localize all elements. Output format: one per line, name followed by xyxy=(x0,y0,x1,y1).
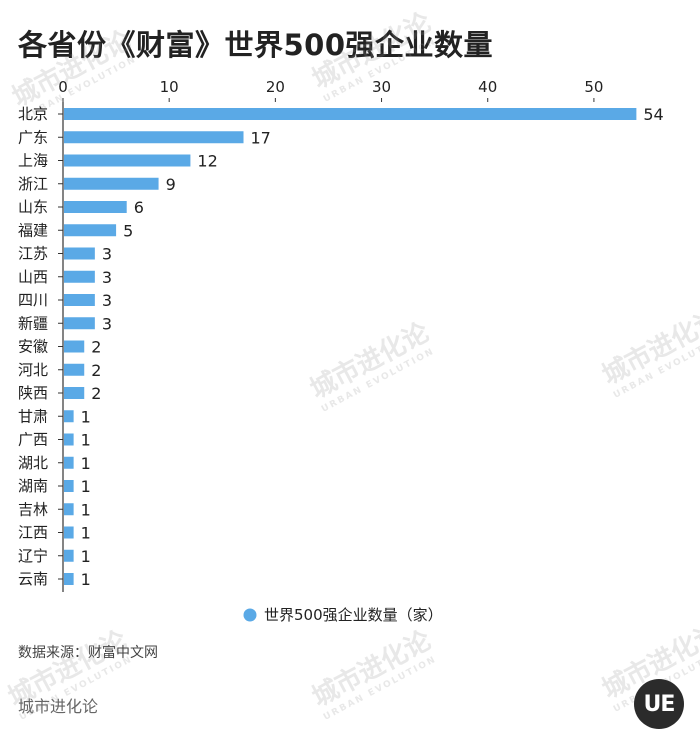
y-tick-label: 广东 xyxy=(18,128,48,146)
data-label: 54 xyxy=(643,105,663,124)
y-tick-label: 山西 xyxy=(18,268,48,286)
x-tick-label: 10 xyxy=(160,78,179,96)
bar xyxy=(64,247,95,260)
data-label: 3 xyxy=(102,314,112,333)
y-tick-label: 云南 xyxy=(18,570,48,588)
data-label: 2 xyxy=(91,338,101,357)
bar xyxy=(64,317,95,330)
bar xyxy=(64,573,74,585)
bar xyxy=(64,154,191,167)
data-source: 数据来源：财富中文网 xyxy=(18,645,158,661)
bar xyxy=(64,549,74,562)
x-tick-label: 20 xyxy=(266,78,285,96)
data-label: 17 xyxy=(251,128,271,147)
brand-logo: UE xyxy=(634,679,684,729)
data-label: 1 xyxy=(81,547,91,566)
bar xyxy=(64,224,117,237)
y-tick-label: 甘肃 xyxy=(18,407,48,425)
bar xyxy=(64,503,74,516)
bar xyxy=(64,433,74,446)
y-tick-label: 山东 xyxy=(18,198,48,216)
legend-marker xyxy=(243,608,257,622)
legend-label: 世界500强企业数量（家） xyxy=(264,606,443,624)
bar xyxy=(64,363,85,376)
bar xyxy=(64,201,127,213)
x-tick-label: 50 xyxy=(584,78,603,96)
bar xyxy=(64,456,74,469)
data-label: 1 xyxy=(81,431,91,450)
data-label: 3 xyxy=(102,291,112,310)
data-label: 3 xyxy=(102,268,112,287)
data-label: 5 xyxy=(123,221,133,240)
data-label: 1 xyxy=(81,454,91,473)
bar xyxy=(64,294,95,306)
bar xyxy=(64,480,74,492)
x-tick-label: 30 xyxy=(372,78,391,96)
bar xyxy=(64,177,159,190)
bar xyxy=(64,410,74,423)
data-label: 12 xyxy=(197,152,217,171)
data-label: 1 xyxy=(81,477,91,496)
y-tick-label: 四川 xyxy=(18,291,48,309)
y-tick-label: 上海 xyxy=(18,152,48,170)
data-label: 1 xyxy=(81,500,91,519)
chart-title: 各省份《财富》世界500强企业数量 xyxy=(18,28,494,62)
y-tick-label: 江西 xyxy=(18,524,48,542)
data-label: 2 xyxy=(91,384,101,403)
y-tick-label: 浙江 xyxy=(18,175,48,193)
bar xyxy=(64,270,95,283)
y-tick-label: 江苏 xyxy=(18,245,48,263)
data-label: 1 xyxy=(81,570,91,589)
y-tick-label: 北京 xyxy=(18,105,48,123)
y-tick-label: 河北 xyxy=(18,361,48,379)
data-label: 1 xyxy=(81,407,91,426)
bar xyxy=(64,131,244,144)
data-label: 2 xyxy=(91,361,101,380)
data-label: 9 xyxy=(166,175,176,194)
y-tick-label: 安徽 xyxy=(18,338,48,356)
data-label: 1 xyxy=(81,524,91,543)
x-tick-label: 40 xyxy=(478,78,497,96)
y-tick-label: 湖南 xyxy=(18,477,48,495)
bar xyxy=(64,526,74,539)
y-tick-label: 新疆 xyxy=(18,314,48,332)
brand-name: 城市进化论 xyxy=(18,697,99,716)
data-label: 3 xyxy=(102,245,112,264)
y-tick-label: 吉林 xyxy=(18,500,48,518)
bar xyxy=(64,387,85,399)
y-tick-label: 福建 xyxy=(18,221,48,239)
y-tick-label: 湖北 xyxy=(18,454,48,472)
bar xyxy=(64,340,85,353)
x-tick-label: 0 xyxy=(58,78,68,96)
y-tick-label: 辽宁 xyxy=(18,547,48,565)
y-tick-label: 广西 xyxy=(18,431,48,449)
bar xyxy=(64,108,637,120)
data-label: 6 xyxy=(134,198,144,217)
y-tick-label: 陕西 xyxy=(18,384,48,402)
